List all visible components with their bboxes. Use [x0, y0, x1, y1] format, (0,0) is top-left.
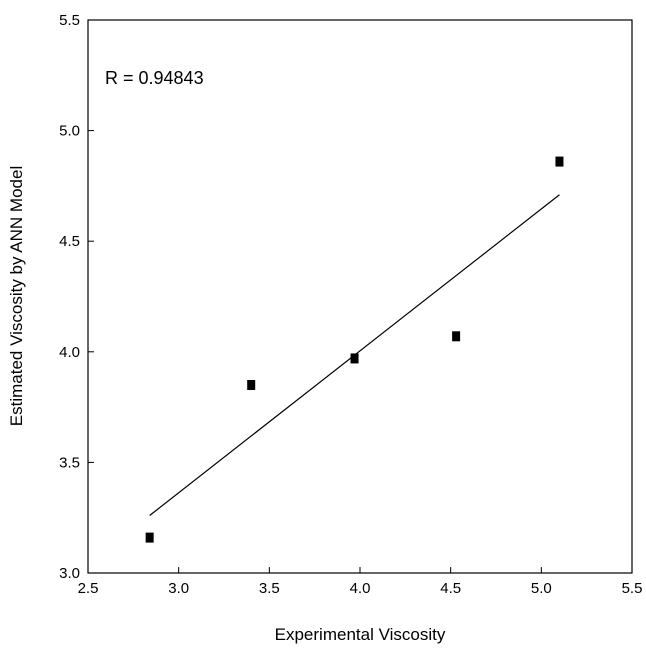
x-tick-label: 5.0: [531, 580, 552, 597]
y-tick-label: 5.5: [59, 12, 80, 29]
y-tick-label: 4.0: [59, 344, 80, 361]
x-axis-label: Experimental Viscosity: [275, 625, 446, 644]
x-tick-label: 5.5: [622, 580, 643, 597]
point: [452, 331, 461, 342]
annotation: R = 0.94843: [105, 68, 204, 88]
x-tick-label: 3.5: [259, 580, 280, 597]
x-tick-label: 4.0: [350, 580, 371, 597]
y-tick-label: 4.5: [59, 233, 80, 250]
point: [350, 353, 359, 364]
point: [247, 379, 256, 390]
x-tick-label: 4.5: [440, 580, 461, 597]
plot-frame: [87, 19, 633, 574]
point: [145, 532, 154, 543]
x-tick-label: 2.5: [78, 580, 99, 597]
y-tick-label: 5.0: [59, 123, 80, 140]
y-axis-label: Estimated Viscosity by ANN Model: [7, 166, 26, 426]
y-tick-label: 3.5: [59, 454, 80, 471]
point: [555, 156, 564, 167]
y-tick-label: 3.0: [59, 565, 80, 582]
x-tick-label: 3.0: [168, 580, 189, 597]
